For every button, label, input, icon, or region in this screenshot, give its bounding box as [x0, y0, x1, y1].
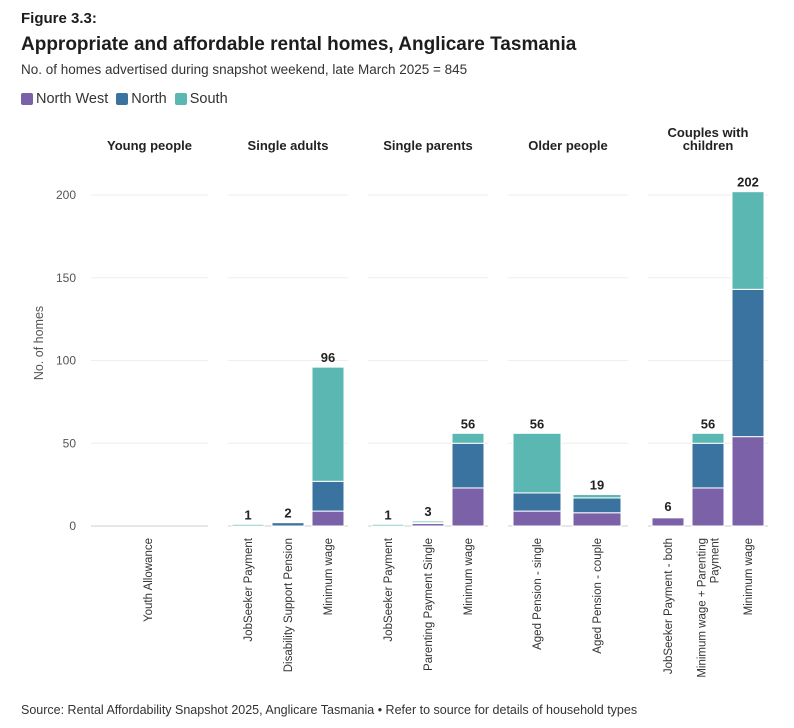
bar-segment-south-single-parents-parenting-payment-single	[411, 520, 445, 524]
x-category-label-single-adults-minimum-wage: Minimum wage	[323, 538, 335, 615]
x-category-label-older-people-aged-pension-single: Aged Pension - single	[532, 538, 544, 650]
y-tick-label-100: 100	[56, 354, 76, 368]
legend-item-south[interactable]: South	[174, 91, 228, 107]
bar-total-label-couples-with-children-jobseeker-payment-both: 6	[664, 499, 671, 514]
x-category-label-older-people-aged-pension-couple: Aged Pension - couple	[592, 538, 604, 654]
x-category-label-couples-with-children-jobseeker-payment-both: JobSeeker Payment - both	[663, 538, 675, 674]
bar-segment-north-older-people-aged-pension-couple	[572, 497, 622, 514]
facet-title-young-people: Young people	[107, 138, 192, 153]
bar-segment-north-west-couples-with-children-minimum-wage	[731, 436, 765, 527]
bar-total-label-single-parents-jobseeker-payment: 1	[384, 507, 391, 522]
x-category-label-single-parents-jobseeker-payment: JobSeeker Payment	[383, 537, 395, 641]
legend-label-south: South	[189, 91, 228, 107]
bar-segment-south-single-parents-jobseeker-payment	[371, 523, 405, 527]
bar-total-label-older-people-aged-pension-single: 56	[530, 416, 544, 431]
bar-segment-north-west-single-parents-minimum-wage	[451, 487, 485, 527]
bar-segment-north-west-couples-with-children-jobseeker-payment-both	[651, 517, 685, 527]
facet-title-single-adults: Single adults	[248, 138, 329, 153]
bar-total-label-couples-with-children-minimum-wage-parenting-payment: 56	[701, 416, 715, 431]
y-tick-label-0: 0	[69, 519, 76, 533]
chart-title: Appropriate and affordable rental homes,…	[21, 34, 577, 55]
bar-total-label-single-parents-parenting-payment-single: 3	[424, 504, 431, 519]
bar-segment-south-single-adults-minimum-wage	[311, 366, 345, 482]
bar-segment-north-west-single-adults-minimum-wage	[311, 510, 345, 527]
bar-total-label-couples-with-children-minimum-wage: 202	[737, 175, 759, 190]
legend-swatch-north	[116, 93, 129, 105]
bar-segment-south-older-people-aged-pension-couple	[572, 494, 622, 499]
bar-segment-north-older-people-aged-pension-single	[512, 492, 562, 512]
x-category-label-single-adults-jobseeker-payment: JobSeeker Payment	[243, 537, 255, 641]
y-axis-label: No. of homes	[32, 306, 46, 380]
bar-total-label-single-parents-minimum-wage: 56	[461, 416, 475, 431]
bar-segment-north-couples-with-children-minimum-wage	[731, 288, 765, 438]
y-tick-label-50: 50	[63, 436, 77, 450]
bar-segment-south-older-people-aged-pension-single	[512, 432, 562, 494]
x-category-label-young-people-youth-allowance: Youth Allowance	[143, 538, 155, 622]
bar-segment-south-single-adults-jobseeker-payment	[231, 523, 265, 527]
x-category-label-single-parents-minimum-wage: Minimum wage	[463, 538, 475, 615]
bar-segment-north-single-parents-minimum-wage	[451, 442, 485, 489]
bar-segment-north-single-adults-disability-support-pension	[271, 522, 305, 527]
legend-item-north-west[interactable]: North West	[21, 91, 108, 107]
bar-total-label-single-adults-disability-support-pension: 2	[284, 506, 291, 521]
bar-segment-south-couples-with-children-minimum-wage	[731, 191, 765, 290]
chart-subtitle: No. of homes advertised during snapshot …	[21, 62, 468, 77]
source-note: Source: Rental Affordability Snapshot 20…	[21, 703, 638, 717]
facet-title-older-people: Older people	[528, 138, 607, 153]
bar-segment-north-single-adults-minimum-wage	[311, 480, 345, 512]
facet-title-couples-with-children-line-0: Couples with	[668, 125, 749, 140]
bar-total-label-older-people-aged-pension-couple: 19	[590, 478, 604, 493]
legend: North West North South	[21, 91, 228, 107]
bar-total-label-single-adults-minimum-wage: 96	[321, 350, 335, 365]
y-tick-label-200: 200	[56, 188, 76, 202]
bar-segment-north-couples-with-children-minimum-wage-parenting-payment	[691, 442, 725, 489]
bar-segment-north-west-older-people-aged-pension-single	[512, 510, 562, 527]
legend-swatch-south	[174, 93, 187, 105]
legend-label-north-west: North West	[36, 91, 109, 107]
x-category-label-single-adults-disability-support-pension: Disability Support Pension	[283, 538, 295, 672]
x-category-label-couples-with-children-minimum-wage: Minimum wage	[743, 538, 755, 615]
bar-segment-north-west-couples-with-children-minimum-wage-parenting-payment	[691, 487, 725, 527]
facet-title-single-parents: Single parents	[383, 138, 473, 153]
x-category-label-single-parents-parenting-payment-single: Parenting Payment Single	[423, 538, 435, 671]
x-category-label-couples-with-children-minimum-wage-parenting-payment-line-0: Minimum wage + Parenting	[697, 538, 709, 678]
bar-segment-south-single-parents-minimum-wage	[451, 432, 485, 444]
legend-item-north[interactable]: North	[116, 91, 167, 107]
figure-label: Figure 3.3:	[21, 10, 97, 27]
stacked-bar-chart: 0 50 100 150 200 No. of homes Young people Yout…	[32, 125, 768, 678]
bar-total-label-single-adults-jobseeker-payment: 1	[244, 507, 251, 522]
bar-segment-south-couples-with-children-minimum-wage-parenting-payment	[691, 432, 725, 444]
facet-title-couples-with-children-line-1: children	[683, 138, 734, 153]
bar-segment-south-couples-with-children-jobseeker-payment-both	[651, 515, 685, 518]
y-tick-label-150: 150	[56, 271, 76, 285]
legend-label-north: North	[131, 91, 167, 107]
legend-swatch-north-west	[21, 93, 33, 105]
bar-segment-north-west-older-people-aged-pension-couple	[572, 512, 622, 527]
x-category-label-couples-with-children-minimum-wage-parenting-payment-line-1: Payment	[710, 537, 722, 583]
